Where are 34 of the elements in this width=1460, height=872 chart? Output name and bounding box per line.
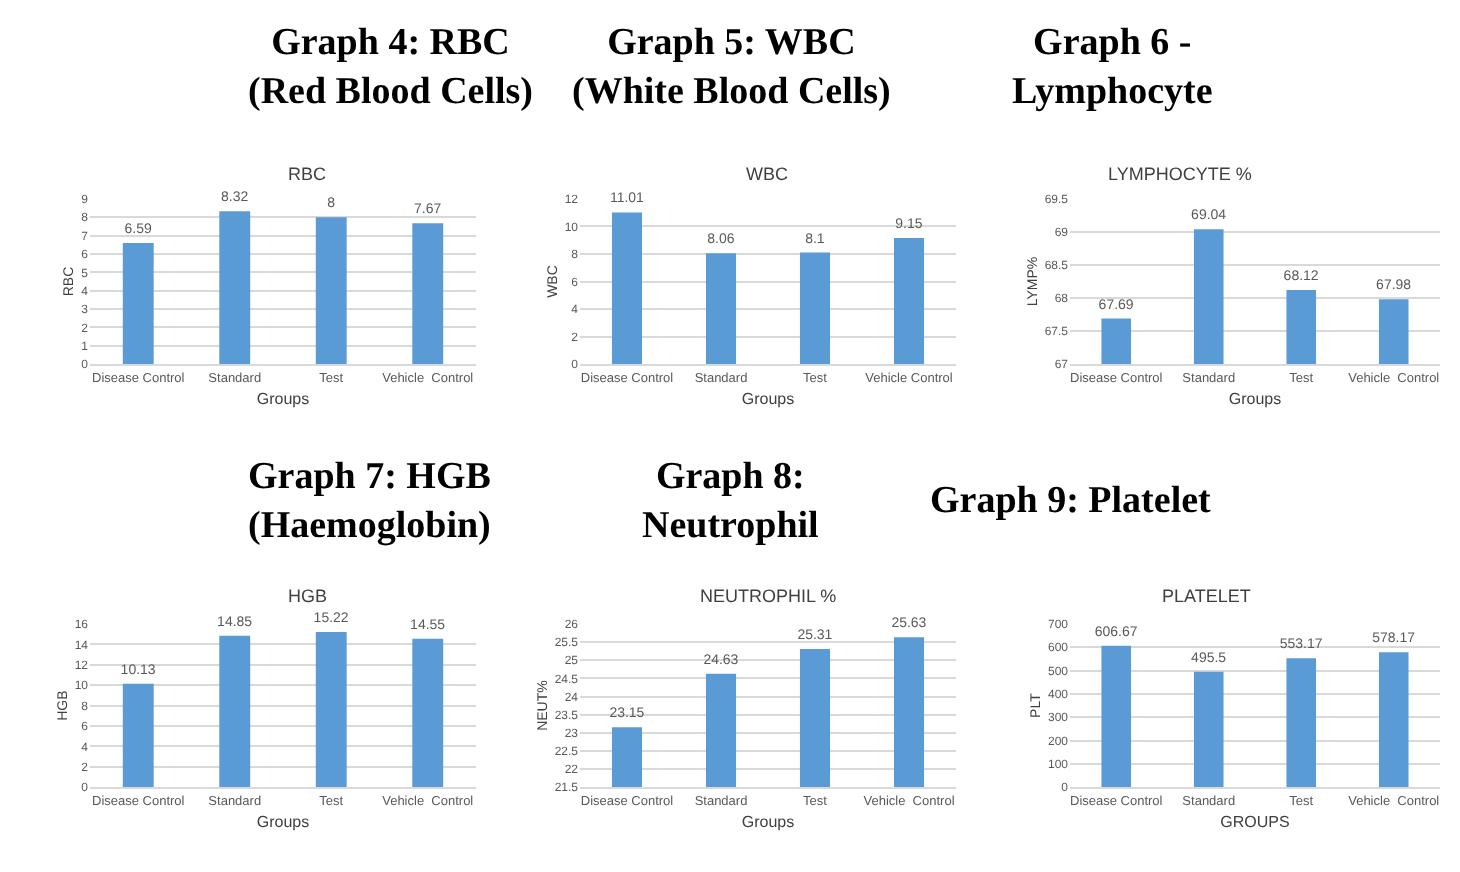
chart-subtitle: PLATELET	[1162, 586, 1252, 606]
bar	[705, 253, 737, 365]
x-axis-title: Groups	[256, 813, 310, 832]
chart-title: Graph 8: Neutrophil	[642, 456, 819, 548]
bar	[1101, 645, 1132, 788]
x-axis-title: GROUPS	[1220, 813, 1290, 832]
bar	[412, 223, 444, 365]
x-axis-title: Groups	[256, 389, 310, 408]
bar	[219, 211, 251, 365]
x-axis-title: Groups	[1228, 389, 1282, 408]
bar	[1378, 652, 1409, 788]
bar	[611, 212, 643, 365]
bar	[893, 238, 925, 365]
chart-subtitle: LYMPHOCYTE %	[1108, 164, 1252, 184]
chart-title: Graph 5: WBC (White Blood Cells)	[572, 22, 891, 114]
bar	[122, 243, 154, 365]
bar	[315, 631, 347, 788]
bar	[122, 683, 154, 788]
chart-subtitle: NEUTROPHIL %	[700, 586, 837, 606]
chart-subtitle: RBC	[288, 164, 327, 184]
bar	[219, 635, 251, 788]
bar	[1193, 671, 1224, 788]
x-axis-title: Groups	[741, 389, 795, 408]
bar	[315, 217, 347, 365]
bar	[1286, 658, 1317, 788]
chart-title: Graph 4: RBC (Red Blood Cells)	[248, 22, 533, 114]
bar	[412, 638, 444, 788]
bar	[799, 252, 831, 365]
chart-subtitle: HGB	[288, 586, 328, 606]
chart-title: Graph 6 - Lymphocyte	[1012, 22, 1213, 114]
chart-title: Graph 7: HGB (Haemoglobin)	[248, 456, 492, 548]
chart-title: Graph 9: Platelet	[930, 480, 1213, 522]
x-axis-title: Groups	[741, 813, 795, 832]
chart-subtitle: WBC	[746, 164, 789, 184]
